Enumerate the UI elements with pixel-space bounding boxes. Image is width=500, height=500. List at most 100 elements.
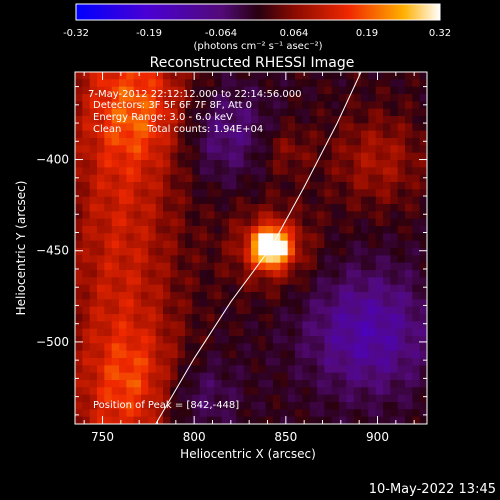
heatmap-cell: [368, 394, 377, 403]
heatmap-cell: [302, 174, 311, 183]
heatmap-cell: [302, 358, 311, 366]
heatmap-cell: [185, 336, 193, 344]
heatmap-cell: [412, 94, 421, 102]
heatmap-cell: [214, 130, 223, 139]
heatmap-cell: [324, 130, 333, 139]
heatmap-cell: [119, 321, 127, 330]
heatmap-cell: [243, 204, 252, 212]
heatmap-cell: [353, 226, 362, 234]
heatmap-cell: [258, 409, 267, 418]
heatmap-cell: [89, 79, 98, 88]
heatmap-cell: [163, 277, 171, 286]
heatmap-cell: [331, 255, 340, 264]
heatmap-cell: [221, 189, 230, 198]
heatmap-cell: [192, 270, 201, 278]
heatmap-cell: [199, 160, 208, 168]
heatmap-cell: [368, 189, 377, 198]
heatmap-cell: [141, 262, 149, 271]
heatmap-cell: [229, 72, 237, 80]
heatmap-cell: [309, 343, 318, 352]
heatmap-cell: [324, 86, 333, 95]
heatmap-cell: [302, 101, 311, 110]
heatmap-cell: [119, 284, 127, 293]
heatmap-cell: [229, 394, 237, 403]
heatmap-cell: [243, 116, 252, 124]
heatmap-cell: [148, 416, 157, 424]
heatmap-cell: [361, 394, 369, 403]
heatmap-cell: [309, 226, 318, 234]
heatmap-cell: [133, 204, 142, 212]
heatmap-cell: [177, 167, 186, 176]
heatmap-cell: [155, 226, 164, 234]
heatmap-cell: [236, 204, 245, 212]
heatmap-cell: [251, 372, 259, 381]
heatmap-cell: [185, 380, 193, 388]
heatmap-cell: [97, 409, 105, 418]
heatmap-cell: [221, 79, 230, 88]
heatmap-cell: [295, 299, 303, 308]
heatmap-cell: [317, 152, 325, 161]
heatmap-cell: [405, 262, 413, 271]
heatmap-cell: [309, 284, 318, 293]
heatmap-cell: [104, 372, 113, 381]
heatmap-cell: [185, 86, 193, 95]
heatmap-cell: [185, 152, 193, 161]
heatmap-cell: [155, 138, 164, 146]
heatmap-cell: [170, 299, 179, 308]
heatmap-cell: [405, 343, 413, 352]
heatmap-cell: [155, 182, 164, 190]
heatmap-cell: [97, 130, 105, 139]
heatmap-cell: [397, 380, 406, 388]
heatmap-cell: [251, 204, 259, 212]
heatmap-cell: [375, 328, 384, 337]
heatmap-cell: [339, 196, 347, 205]
heatmap-cell: [280, 262, 289, 271]
heatmap-cell: [419, 145, 427, 154]
heatmap-cell: [280, 130, 289, 139]
heatmap-cell: [133, 101, 142, 110]
heatmap-cell: [221, 123, 230, 132]
heatmap-cell: [126, 152, 135, 161]
heatmap-cell: [375, 79, 384, 88]
heatmap-cell: [126, 380, 135, 388]
heatmap-cell: [397, 284, 406, 293]
heatmap-cell: [163, 94, 171, 102]
heatmap-cell: [243, 365, 252, 374]
heatmap-cell: [375, 174, 384, 183]
heatmap-cell: [104, 174, 113, 183]
heatmap-cell: [368, 182, 377, 190]
heatmap-cell: [170, 336, 179, 344]
heatmap-cell: [295, 130, 303, 139]
heatmap-cell: [177, 108, 186, 117]
heatmap-cell: [361, 328, 369, 337]
heatmap-cell: [375, 365, 384, 374]
heatmap-cell: [236, 336, 245, 344]
heatmap-cell: [390, 152, 399, 161]
heatmap-cell: [104, 182, 113, 190]
heatmap-cell: [346, 299, 355, 308]
heatmap-cell: [412, 204, 421, 212]
energy-range-label: Energy Range: 3.0 - 6.0 keV: [93, 112, 233, 123]
heatmap-cell: [163, 211, 171, 220]
heatmap-cell: [89, 204, 98, 212]
heatmap-cell: [177, 255, 186, 264]
heatmap-cell: [287, 255, 296, 264]
heatmap-cell: [236, 343, 245, 352]
heatmap-cell: [104, 101, 113, 110]
heatmap-cell: [221, 138, 230, 146]
heatmap-image: [75, 72, 427, 424]
heatmap-cell: [155, 130, 164, 139]
heatmap-cell: [324, 321, 333, 330]
heatmap-cell: [75, 226, 83, 234]
heatmap-cell: [207, 123, 215, 132]
heatmap-cell: [361, 123, 369, 132]
heatmap-cell: [295, 189, 303, 198]
heatmap-cell: [251, 284, 259, 293]
heatmap-cell: [126, 306, 135, 315]
heatmap-cell: [207, 248, 215, 256]
heatmap-cell: [265, 292, 274, 300]
heatmap-cell: [317, 306, 325, 315]
heatmap-cell: [185, 284, 193, 293]
heatmap-cell: [258, 402, 267, 410]
heatmap-cell: [243, 416, 252, 424]
